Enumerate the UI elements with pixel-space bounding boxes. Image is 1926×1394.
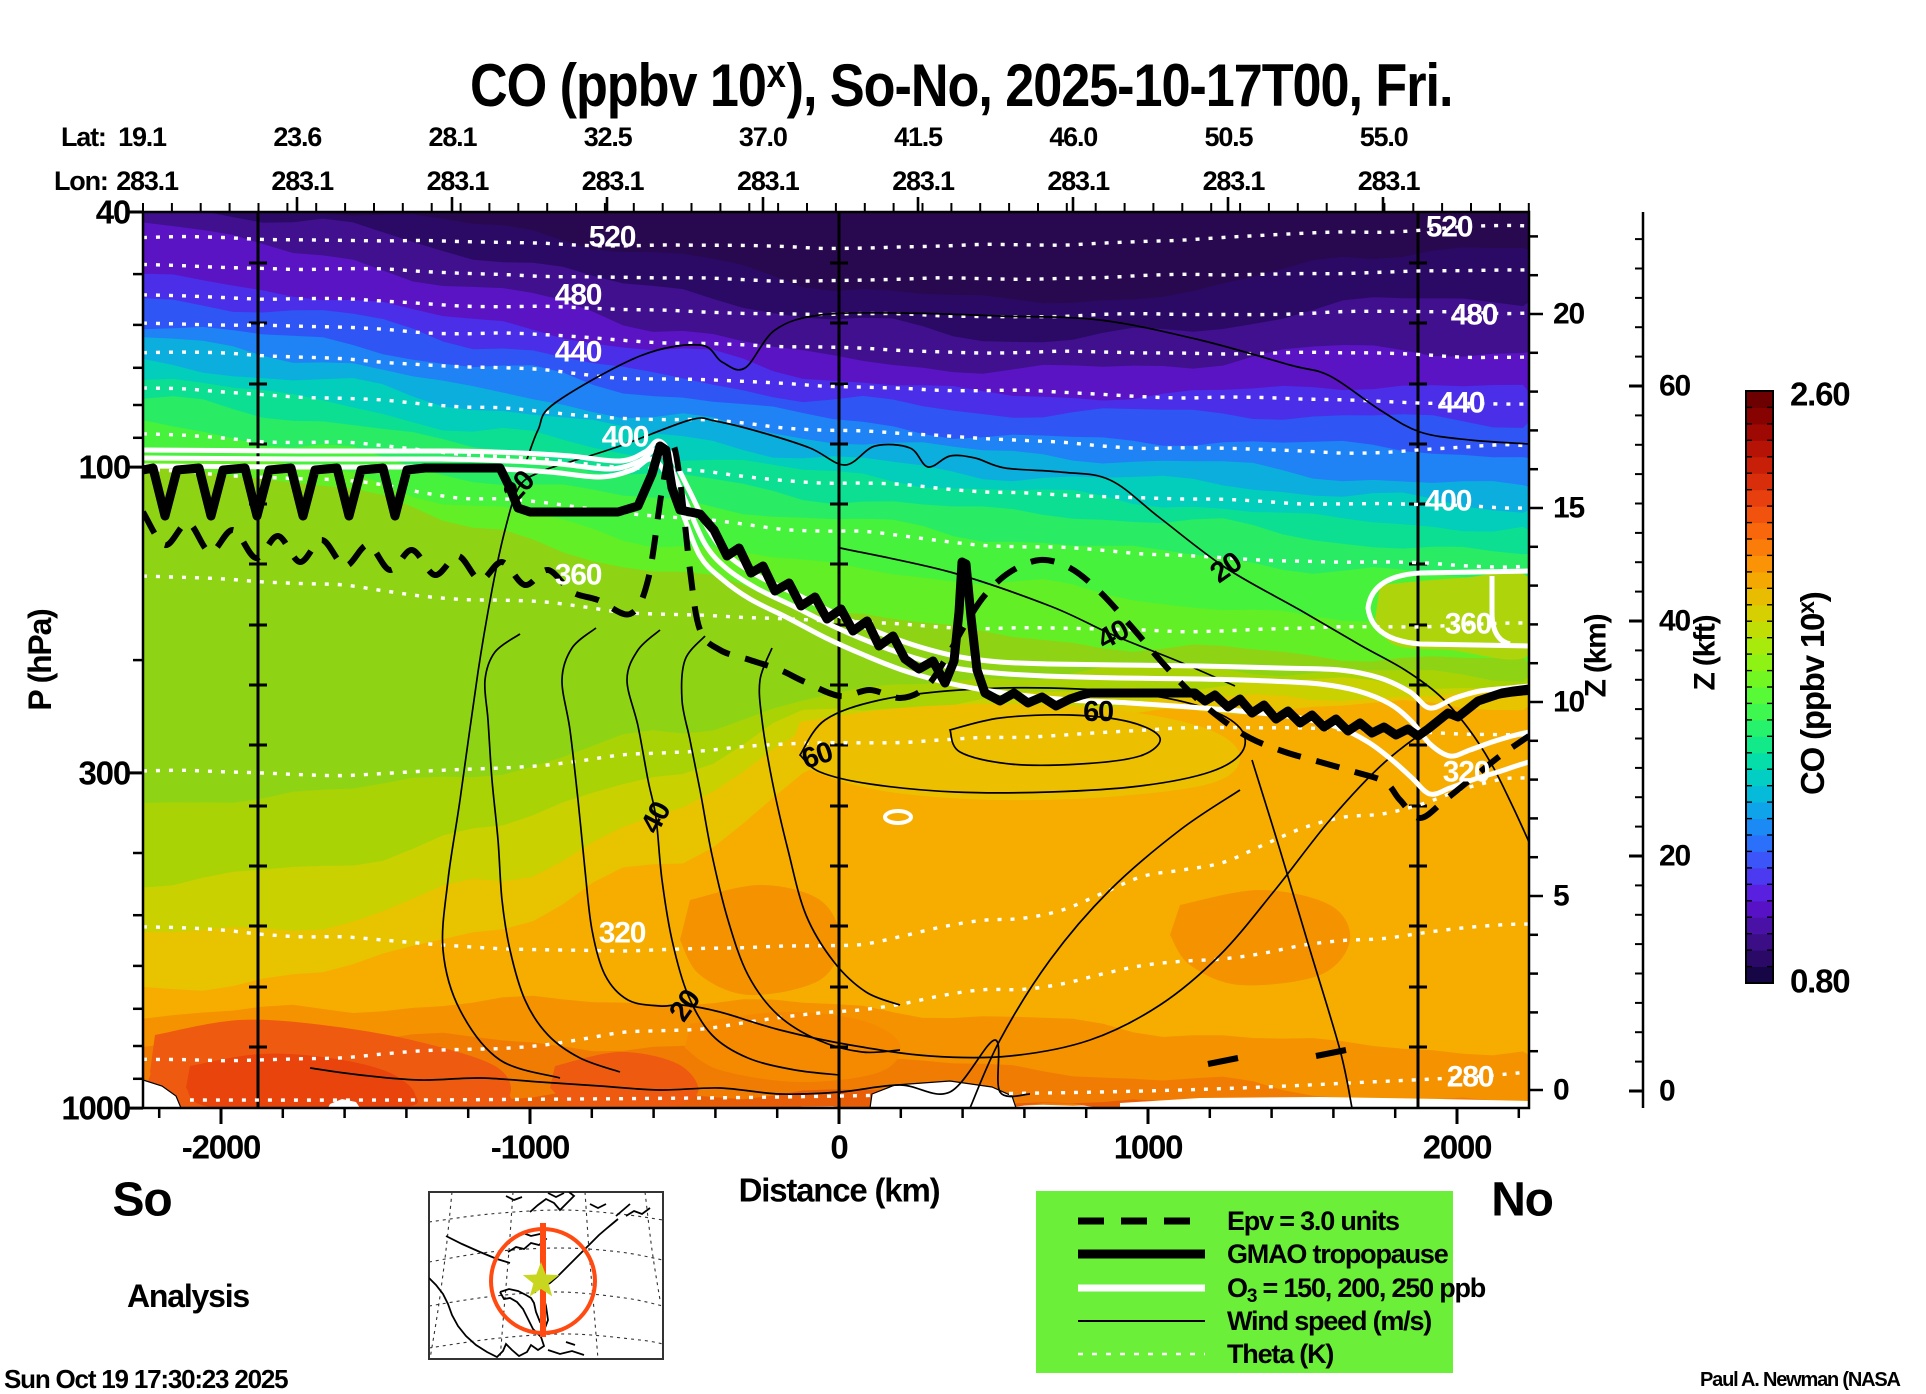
svg-text:0.80: 0.80 [1790, 963, 1849, 1000]
svg-text:520: 520 [1426, 211, 1473, 244]
svg-text:Distance (km): Distance (km) [739, 1172, 940, 1209]
svg-text:23.6: 23.6 [273, 122, 322, 152]
svg-text:1000: 1000 [61, 1090, 130, 1127]
svg-text:400: 400 [1425, 485, 1472, 518]
svg-text:-1000: -1000 [491, 1129, 569, 1166]
svg-text:320: 320 [599, 917, 646, 950]
svg-text:20: 20 [1553, 298, 1584, 331]
svg-text:0: 0 [1553, 1074, 1569, 1107]
svg-text:41.5: 41.5 [894, 122, 943, 152]
svg-text:Lat:: Lat: [61, 122, 106, 152]
svg-text:O3 = 150, 200, 250 ppb: O3 = 150, 200, 250 ppb [1227, 1273, 1486, 1307]
svg-text:Theta (K): Theta (K) [1227, 1339, 1333, 1369]
svg-text:2.60: 2.60 [1790, 376, 1849, 413]
svg-text:Lon:: Lon: [54, 166, 108, 196]
svg-text:283.1: 283.1 [116, 166, 179, 196]
svg-text:2000: 2000 [1423, 1129, 1492, 1166]
svg-text:), So-No, 2025-10-17T00, Fri.: ), So-No, 2025-10-17T00, Fri. [787, 52, 1453, 119]
svg-text:0: 0 [830, 1129, 847, 1166]
svg-text:19.1: 19.1 [118, 122, 167, 152]
svg-text:CO (ppbv 10: CO (ppbv 10 [470, 52, 766, 119]
svg-text:360: 360 [555, 559, 602, 592]
svg-text:20: 20 [1659, 840, 1690, 873]
svg-text:283.1: 283.1 [892, 166, 955, 196]
svg-text:1000: 1000 [1114, 1129, 1183, 1166]
svg-text:50.5: 50.5 [1205, 122, 1254, 152]
svg-text:46.0: 46.0 [1049, 122, 1097, 152]
svg-text:400: 400 [602, 421, 649, 454]
svg-text:60: 60 [1083, 696, 1113, 728]
svg-text:15: 15 [1553, 492, 1584, 525]
svg-text:300: 300 [79, 755, 130, 792]
svg-text:283.1: 283.1 [427, 166, 490, 196]
svg-text:10: 10 [1553, 686, 1584, 719]
svg-text:Sun Oct 19 17:30:23 2025: Sun Oct 19 17:30:23 2025 [4, 1364, 288, 1394]
svg-text:60: 60 [1659, 370, 1690, 403]
svg-text:Epv = 3.0 units: Epv = 3.0 units [1227, 1206, 1399, 1236]
svg-text:Analysis: Analysis [127, 1278, 249, 1314]
svg-text:P (hPa): P (hPa) [22, 609, 58, 711]
svg-text:28.1: 28.1 [429, 122, 478, 152]
svg-text:100: 100 [79, 449, 130, 486]
svg-text:40: 40 [96, 194, 130, 231]
svg-text:480: 480 [555, 279, 602, 312]
svg-text:440: 440 [555, 336, 602, 369]
svg-text:x: x [767, 51, 786, 96]
svg-text:440: 440 [1438, 387, 1485, 420]
svg-text:Z (kft): Z (kft) [1689, 615, 1722, 690]
svg-text:Paul A. Newman (NASA: Paul A. Newman (NASA [1700, 1369, 1900, 1391]
svg-text:283.1: 283.1 [1358, 166, 1421, 196]
svg-text:283.1: 283.1 [737, 166, 800, 196]
svg-text:GMAO tropopause: GMAO tropopause [1227, 1239, 1449, 1269]
svg-text:Z (km): Z (km) [1580, 614, 1613, 697]
svg-text:283.1: 283.1 [582, 166, 645, 196]
svg-text:55.0: 55.0 [1360, 122, 1408, 152]
svg-text:283.1: 283.1 [1047, 166, 1110, 196]
svg-text:280: 280 [1447, 1061, 1494, 1094]
svg-text:Wind speed (m/s): Wind speed (m/s) [1227, 1306, 1431, 1336]
svg-text:283.1: 283.1 [271, 166, 334, 196]
svg-text:0: 0 [1659, 1075, 1675, 1108]
svg-text:No: No [1491, 1174, 1553, 1227]
svg-text:283.1: 283.1 [1203, 166, 1266, 196]
svg-text:320: 320 [1443, 756, 1490, 789]
svg-text:So: So [113, 1174, 172, 1227]
svg-text:CO (ppbv 10x): CO (ppbv 10x) [1793, 592, 1831, 795]
svg-text:520: 520 [589, 221, 636, 254]
svg-text:37.0: 37.0 [739, 122, 787, 152]
svg-text:360: 360 [1445, 608, 1492, 641]
svg-text:5: 5 [1553, 880, 1569, 913]
svg-text:480: 480 [1451, 299, 1498, 332]
svg-text:-2000: -2000 [182, 1129, 260, 1166]
svg-text:32.5: 32.5 [584, 122, 633, 152]
svg-text:40: 40 [1659, 605, 1690, 638]
